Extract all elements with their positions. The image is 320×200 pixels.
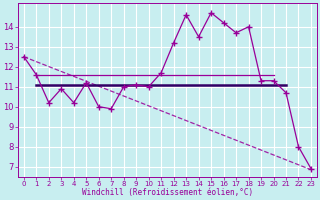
X-axis label: Windchill (Refroidissement éolien,°C): Windchill (Refroidissement éolien,°C): [82, 188, 253, 197]
